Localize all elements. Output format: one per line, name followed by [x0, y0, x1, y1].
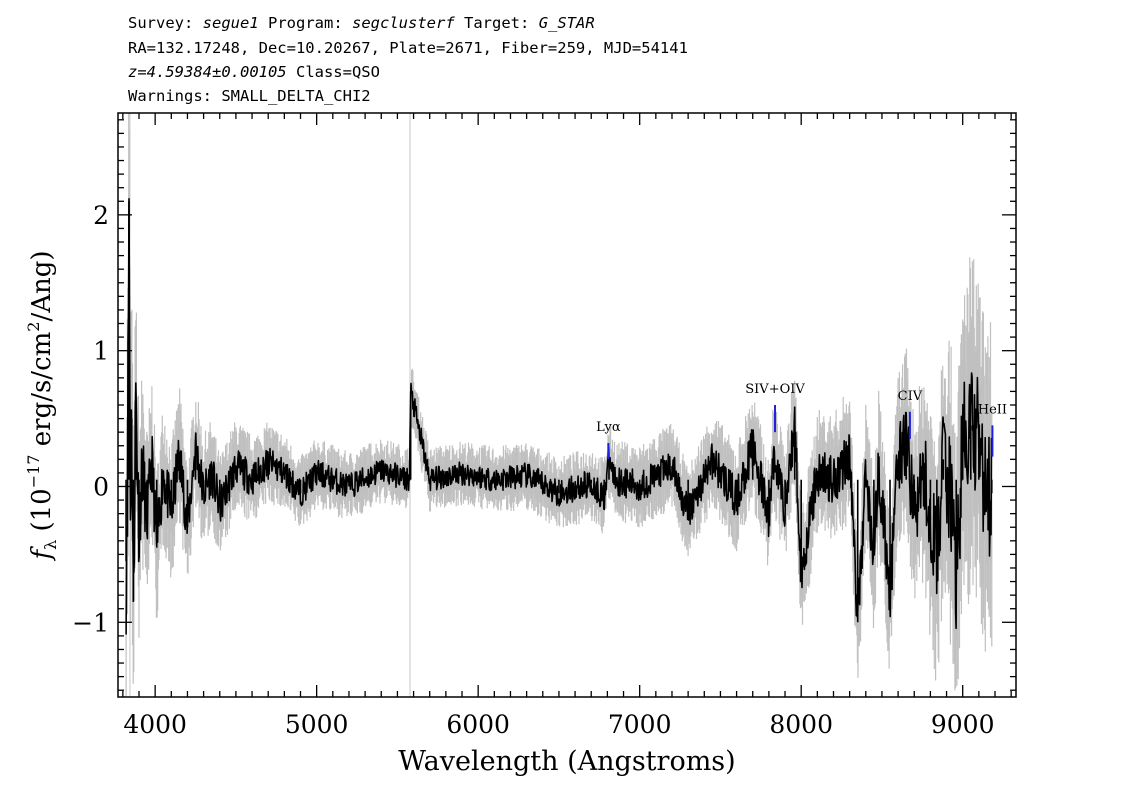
x-tick-label: 4000	[123, 710, 187, 739]
program-label: Program:	[268, 14, 343, 32]
y-tick-label: 1	[93, 337, 109, 366]
target-label: Target:	[464, 14, 530, 32]
x-tick-label: 8000	[769, 710, 833, 739]
y-tick-label: 0	[93, 472, 109, 501]
header-survey-line: Survey: segue1 Program: segclusterf Targ…	[128, 14, 595, 32]
error-band	[125, 113, 993, 697]
x-tick-label: 7000	[608, 710, 672, 739]
header-warnings-line: Warnings: SMALL_DELTA_CHI2	[128, 87, 371, 105]
y-tick-label: −1	[72, 608, 109, 637]
survey-label: Survey:	[128, 14, 194, 32]
flux-line	[125, 198, 993, 635]
x-axis-label: Wavelength (Angstroms)	[398, 746, 735, 777]
redshift-value: z=4.59384±0.00105	[128, 63, 287, 81]
class-value: Class=QSO	[295, 63, 380, 81]
x-tick-label: 6000	[446, 710, 510, 739]
x-tick-label: 5000	[285, 710, 349, 739]
line-marker-label: HeII	[978, 402, 1007, 417]
target-value: G_STAR	[538, 14, 595, 32]
header-coords-line: RA=132.17248, Dec=10.20267, Plate=2671, …	[128, 39, 688, 57]
survey-value: segue1	[202, 14, 259, 32]
line-marker-label: CIV	[898, 389, 923, 404]
program-value: segclusterf	[352, 14, 455, 32]
line-marker-label: SIV+OIV	[745, 382, 805, 397]
header-redshift-line: z=4.59384±0.00105 Class=QSO	[128, 63, 380, 81]
plot-frame	[117, 112, 1017, 698]
x-tick-label: 9000	[931, 710, 995, 739]
y-axis-label: fλ (10−17 erg/s/cm2/Ang)	[24, 250, 60, 561]
y-tick-label: 2	[93, 201, 109, 230]
line-marker-label: Lyα	[596, 420, 621, 435]
